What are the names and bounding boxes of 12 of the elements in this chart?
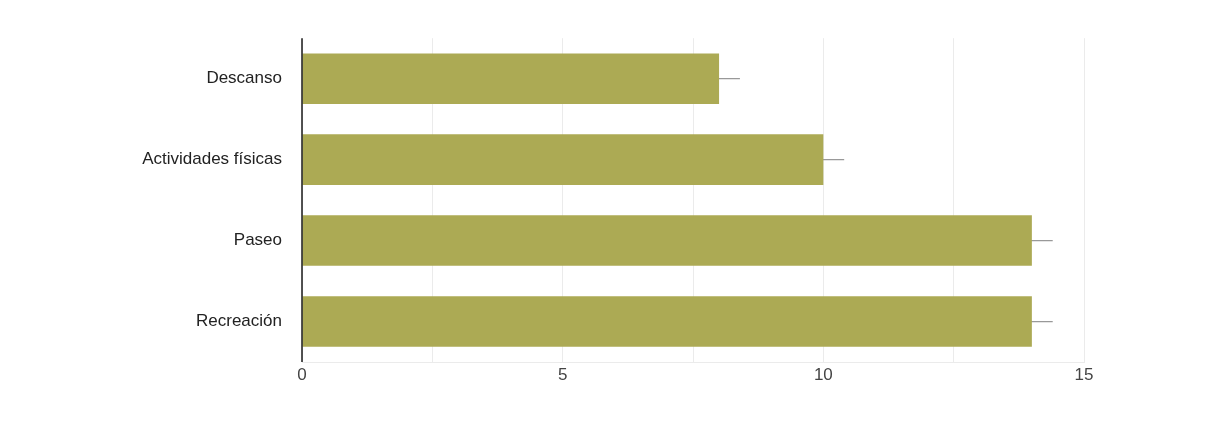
- bar: [302, 215, 1032, 266]
- y-tick-label: Descanso: [206, 68, 282, 88]
- bar: [302, 134, 824, 185]
- x-tick-label: 5: [557, 364, 568, 384]
- y-tick-label: Actividades físicas: [142, 149, 282, 169]
- x-tick-label: 15: [1074, 364, 1094, 384]
- x-tick-label: 0: [297, 364, 307, 384]
- bar: [302, 53, 720, 104]
- x-tick-label: 10: [813, 364, 833, 384]
- y-tick-label: Paseo: [233, 230, 282, 250]
- y-tick-label: Recreación: [196, 311, 282, 331]
- bar: [302, 296, 1032, 347]
